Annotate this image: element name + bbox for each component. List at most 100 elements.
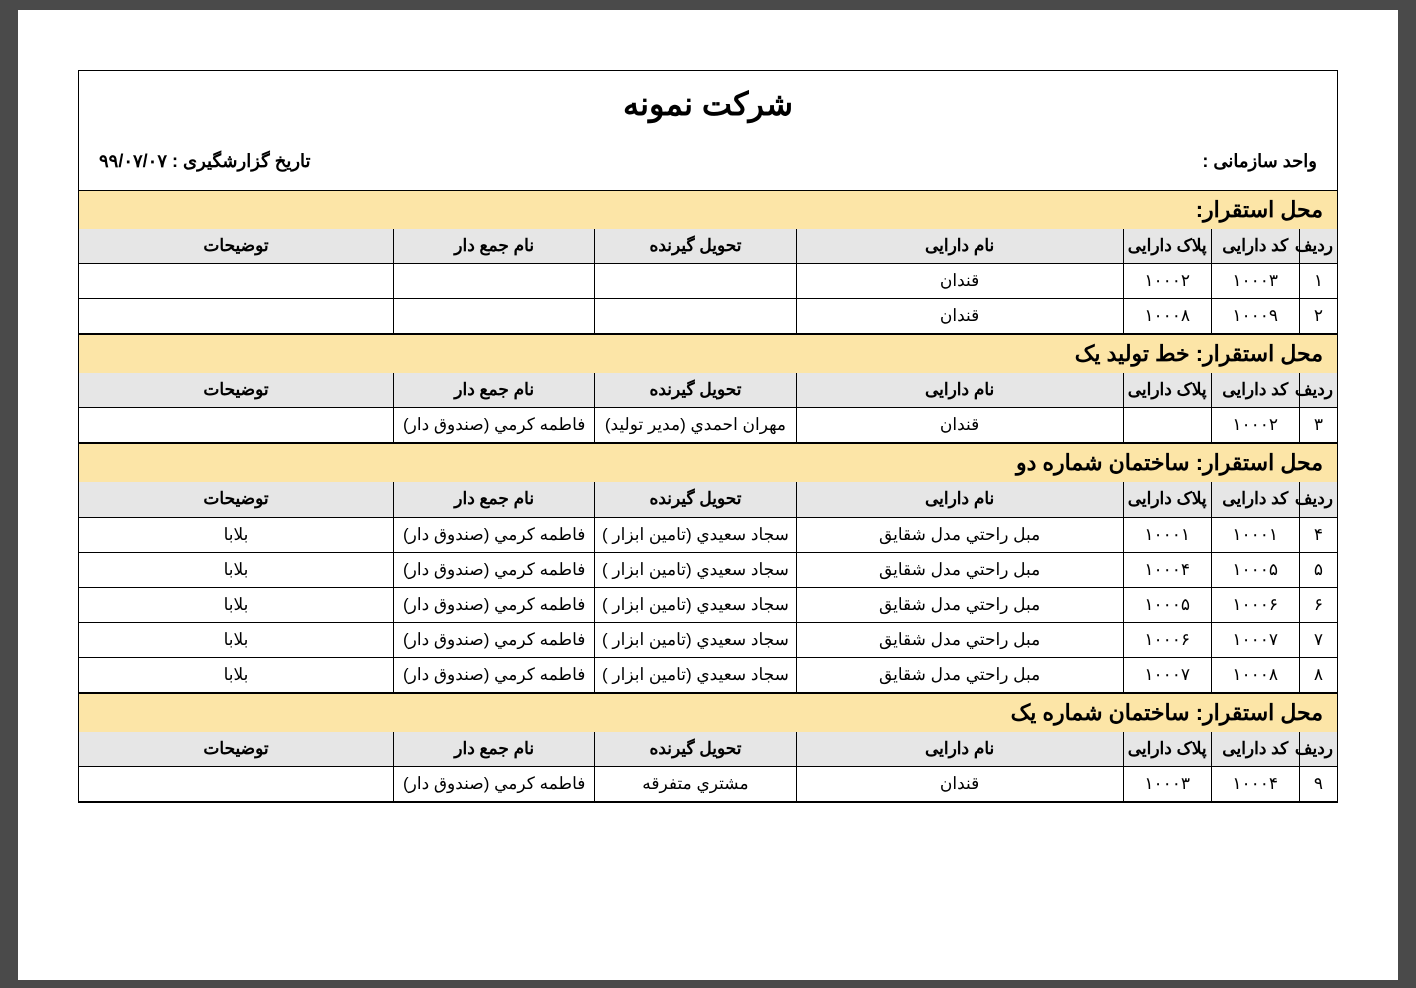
location-bar: محل استقرار: ساختمان شماره یک <box>79 693 1337 732</box>
asset-table: ردیفکد داراییپلاک دارایینام داراییتحویل … <box>79 373 1337 443</box>
col-header-custodian: نام جمع دار <box>394 229 595 264</box>
col-header-asset_name: نام دارایی <box>796 373 1123 408</box>
cell: فاطمه كرمي (صندوق دار) <box>394 657 595 692</box>
cell: ۱ <box>1299 264 1337 299</box>
cell <box>595 299 796 334</box>
cell <box>595 264 796 299</box>
cell: سجاد سعيدي (تامین ابزار ) <box>595 517 796 552</box>
cell: مبل راحتي مدل شقايق <box>796 622 1123 657</box>
table-header-row: ردیفکد داراییپلاک دارایینام داراییتحویل … <box>79 732 1337 767</box>
cell: مبل راحتي مدل شقايق <box>796 587 1123 622</box>
cell: سجاد سعيدي (تامین ابزار ) <box>595 552 796 587</box>
cell: ۱۰۰۰۳ <box>1123 767 1211 802</box>
table-row: ۸۱۰۰۰۸۱۰۰۰۷مبل راحتي مدل شقايقسجاد سعيدي… <box>79 657 1337 692</box>
col-header-asset_name: نام دارایی <box>796 732 1123 767</box>
col-header-row: ردیف <box>1299 229 1337 264</box>
cell <box>394 264 595 299</box>
col-header-custodian: نام جمع دار <box>394 373 595 408</box>
cell <box>79 299 394 334</box>
report-page: شرکت نمونه واحد سازمانی : تاریخ گزارشگیر… <box>18 10 1398 980</box>
col-header-receiver: تحویل گیرنده <box>595 732 796 767</box>
report-date-value: ۹۹/۰۷/۰۷ <box>99 151 167 171</box>
cell: بلابا <box>79 587 394 622</box>
col-header-asset_code: کد دارایی <box>1211 482 1299 517</box>
col-header-asset_code: کد دارایی <box>1211 373 1299 408</box>
cell: ۳ <box>1299 408 1337 443</box>
table-row: ۶۱۰۰۰۶۱۰۰۰۵مبل راحتي مدل شقايقسجاد سعيدي… <box>79 587 1337 622</box>
cell: ۱۰۰۰۵ <box>1211 552 1299 587</box>
col-header-asset_plate: پلاک دارایی <box>1123 732 1211 767</box>
table-row: ۳۱۰۰۰۲قندانمهران احمدي (مدیر تولید)فاطمه… <box>79 408 1337 443</box>
cell: ۱۰۰۰۸ <box>1123 299 1211 334</box>
cell: بلابا <box>79 517 394 552</box>
table-header-row: ردیفکد داراییپلاک دارایینام داراییتحویل … <box>79 373 1337 408</box>
asset-table: ردیفکد داراییپلاک دارایینام داراییتحویل … <box>79 229 1337 334</box>
cell: فاطمه كرمي (صندوق دار) <box>394 622 595 657</box>
cell: مشتري متفرقه <box>595 767 796 802</box>
location-bar: محل استقرار: خط تولید یک <box>79 334 1337 373</box>
col-header-asset_plate: پلاک دارایی <box>1123 229 1211 264</box>
location-bar: محل استقرار: <box>79 190 1337 229</box>
cell: فاطمه كرمي (صندوق دار) <box>394 552 595 587</box>
cell: فاطمه كرمي (صندوق دار) <box>394 587 595 622</box>
cell: ۱۰۰۰۷ <box>1211 622 1299 657</box>
cell: سجاد سعيدي (تامین ابزار ) <box>595 622 796 657</box>
cell: مبل راحتي مدل شقايق <box>796 517 1123 552</box>
cell: ۱۰۰۰۳ <box>1211 264 1299 299</box>
cell: ۹ <box>1299 767 1337 802</box>
col-header-desc: توضیحات <box>79 482 394 517</box>
report-date-label: تاریخ گزارشگیری : <box>172 151 310 171</box>
cell: ۷ <box>1299 622 1337 657</box>
cell: مبل راحتي مدل شقايق <box>796 657 1123 692</box>
cell: قندان <box>796 767 1123 802</box>
table-row: ۷۱۰۰۰۷۱۰۰۰۶مبل راحتي مدل شقايقسجاد سعيدي… <box>79 622 1337 657</box>
cell <box>79 264 394 299</box>
col-header-row: ردیف <box>1299 482 1337 517</box>
col-header-asset_plate: پلاک دارایی <box>1123 482 1211 517</box>
col-header-receiver: تحویل گیرنده <box>595 229 796 264</box>
cell: مهران احمدي (مدیر تولید) <box>595 408 796 443</box>
cell <box>394 299 595 334</box>
table-row: ۱۱۰۰۰۳۱۰۰۰۲قندان <box>79 264 1337 299</box>
cell: فاطمه كرمي (صندوق دار) <box>394 767 595 802</box>
org-unit-label: واحد سازمانی : <box>1202 151 1317 172</box>
col-header-asset_code: کد دارایی <box>1211 732 1299 767</box>
cell: بلابا <box>79 552 394 587</box>
cell: ۱۰۰۰۴ <box>1211 767 1299 802</box>
table-row: ۹۱۰۰۰۴۱۰۰۰۳قندانمشتري متفرقهفاطمه كرمي (… <box>79 767 1337 802</box>
cell: ۱۰۰۰۱ <box>1123 517 1211 552</box>
col-header-desc: توضیحات <box>79 229 394 264</box>
col-header-asset_name: نام دارایی <box>796 482 1123 517</box>
cell: ۶ <box>1299 587 1337 622</box>
cell: بلابا <box>79 657 394 692</box>
asset-table: ردیفکد داراییپلاک دارایینام داراییتحویل … <box>79 482 1337 693</box>
location-bar: محل استقرار: ساختمان شماره دو <box>79 443 1337 482</box>
cell: ۱۰۰۰۲ <box>1211 408 1299 443</box>
cell: ۱۰۰۰۹ <box>1211 299 1299 334</box>
report-body: محل استقرار:ردیفکد داراییپلاک دارایینام … <box>79 190 1337 802</box>
cell: ۲ <box>1299 299 1337 334</box>
cell: ۱۰۰۰۲ <box>1123 264 1211 299</box>
col-header-asset_plate: پلاک دارایی <box>1123 373 1211 408</box>
cell: قندان <box>796 299 1123 334</box>
cell: ۸ <box>1299 657 1337 692</box>
cell: مبل راحتي مدل شقايق <box>796 552 1123 587</box>
col-header-receiver: تحویل گیرنده <box>595 373 796 408</box>
cell: سجاد سعيدي (تامین ابزار ) <box>595 587 796 622</box>
report-frame: شرکت نمونه واحد سازمانی : تاریخ گزارشگیر… <box>78 70 1338 803</box>
cell: ۱۰۰۰۴ <box>1123 552 1211 587</box>
col-header-receiver: تحویل گیرنده <box>595 482 796 517</box>
cell: بلابا <box>79 622 394 657</box>
cell: قندان <box>796 264 1123 299</box>
cell: ۱۰۰۰۶ <box>1211 587 1299 622</box>
asset-table: ردیفکد داراییپلاک دارایینام داراییتحویل … <box>79 732 1337 802</box>
cell: ۱۰۰۰۷ <box>1123 657 1211 692</box>
table-row: ۵۱۰۰۰۵۱۰۰۰۴مبل راحتي مدل شقايقسجاد سعيدي… <box>79 552 1337 587</box>
table-row: ۲۱۰۰۰۹۱۰۰۰۸قندان <box>79 299 1337 334</box>
cell: فاطمه كرمي (صندوق دار) <box>394 408 595 443</box>
cell: ۵ <box>1299 552 1337 587</box>
cell: ۴ <box>1299 517 1337 552</box>
report-date: تاریخ گزارشگیری : ۹۹/۰۷/۰۷ <box>99 151 311 172</box>
col-header-desc: توضیحات <box>79 373 394 408</box>
col-header-row: ردیف <box>1299 732 1337 767</box>
